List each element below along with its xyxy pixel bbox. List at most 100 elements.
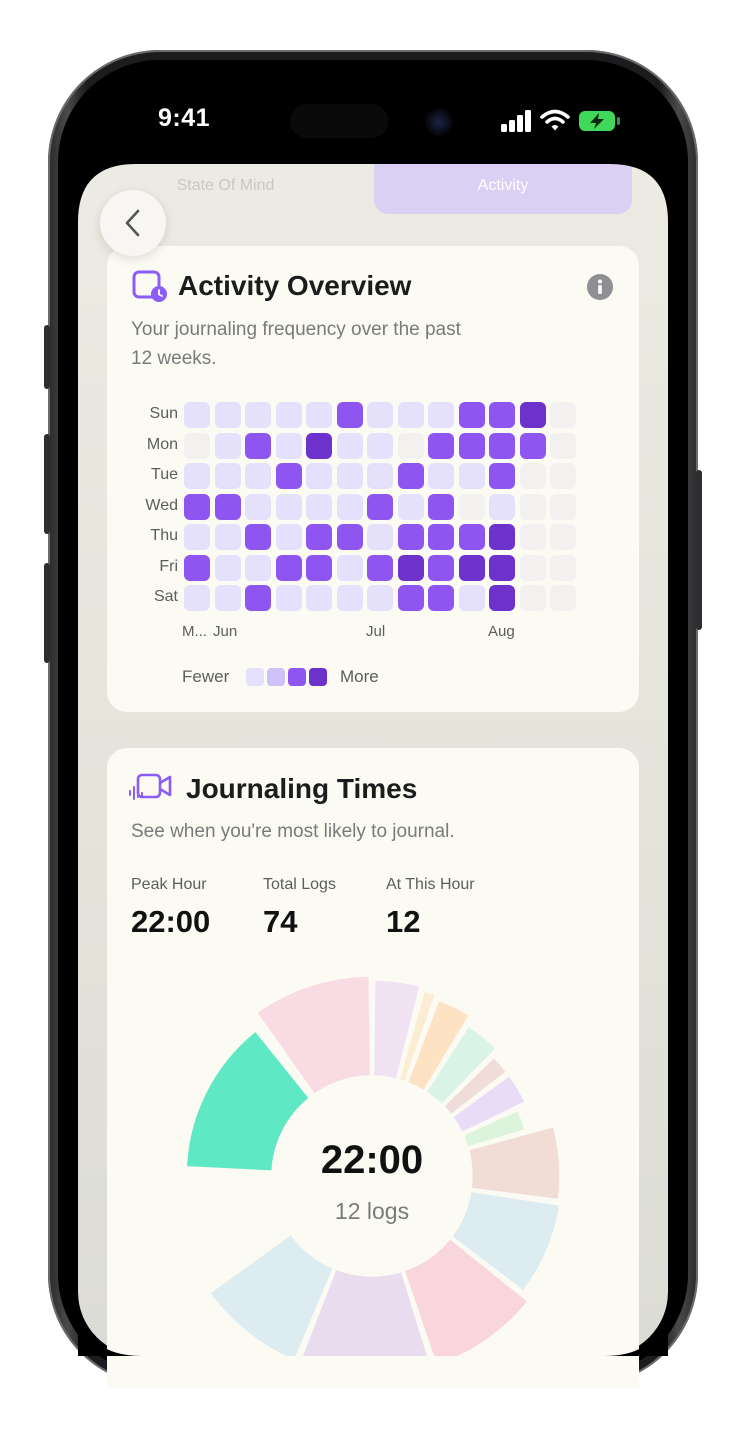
heatmap-cell xyxy=(275,554,302,581)
day-label-tue: Tue xyxy=(151,466,178,483)
heatmap-cell xyxy=(458,463,485,489)
tab-activity[interactable]: Activity xyxy=(374,164,632,214)
heatmap-cell xyxy=(336,493,363,520)
day-label-fri: Fri xyxy=(159,557,178,575)
heatmap-cell xyxy=(184,524,210,550)
tab-state-of-mind[interactable]: State Of Mind xyxy=(176,177,275,194)
heatmap-cell xyxy=(458,585,485,611)
heatmap-cell xyxy=(275,493,302,520)
heatmap-cell xyxy=(367,585,393,611)
heatmap-cell xyxy=(306,554,332,581)
heatmap-cell xyxy=(519,493,546,520)
battery-charging-icon xyxy=(579,111,620,131)
back-button[interactable] xyxy=(100,190,166,256)
heatmap-cell xyxy=(519,585,546,611)
heatmap-cell xyxy=(245,463,271,489)
heatmap-cell xyxy=(214,493,241,520)
month-label-aug: Aug xyxy=(488,623,515,640)
stat-peak-hour-value: 22:00 xyxy=(131,904,211,939)
hourly-radial-chart xyxy=(185,975,561,1356)
heatmap-cell xyxy=(428,554,454,581)
hour-segment[interactable] xyxy=(467,1125,561,1201)
action-button xyxy=(44,325,50,389)
heatmap-cell xyxy=(428,432,454,459)
heatmap-cell xyxy=(306,585,332,611)
activity-overview-subtitle: Your journaling frequency over the past … xyxy=(131,315,461,373)
day-label-sat: Sat xyxy=(153,588,178,605)
heatmap-cell xyxy=(550,524,576,550)
heatmap-cell xyxy=(428,585,454,611)
heatmap-cell xyxy=(245,402,271,428)
heatmap-cell xyxy=(428,402,454,428)
heatmap-cell xyxy=(306,463,332,489)
heatmap-cell xyxy=(184,585,210,611)
heatmap-cell xyxy=(245,432,271,459)
heatmap-cell xyxy=(275,585,302,611)
chevron-left-icon xyxy=(125,209,140,237)
heatmap-cell xyxy=(519,402,546,428)
cellular-signal-icon xyxy=(501,110,531,132)
heatmap-cell xyxy=(367,554,393,581)
heatmap-cell xyxy=(397,402,424,428)
heatmap-cell xyxy=(336,463,363,489)
info-icon[interactable] xyxy=(587,274,613,300)
heatmap-cell xyxy=(245,493,271,520)
heatmap-cell xyxy=(245,585,271,611)
heatmap-cell xyxy=(336,524,363,550)
heatmap-cell xyxy=(458,524,485,550)
heatmap-cell xyxy=(306,493,332,520)
power-button xyxy=(696,470,702,630)
legend-swatch-3 xyxy=(288,668,306,686)
heatmap-cell xyxy=(214,524,241,550)
status-time: 9:41 xyxy=(158,104,211,132)
heatmap-cell xyxy=(458,493,485,520)
heatmap-cell xyxy=(489,524,515,550)
legend-fewer: Fewer xyxy=(182,667,230,686)
heatmap-cell xyxy=(336,554,363,581)
heatmap-cell xyxy=(336,432,363,459)
journaling-times-subtitle: See when you're most likely to journal. xyxy=(131,821,455,842)
day-label-mon: Mon xyxy=(146,435,178,453)
heatmap-cell xyxy=(489,554,515,581)
heatmap-cell xyxy=(489,432,515,459)
heatmap-cell xyxy=(458,402,485,428)
stat-at-this-hour-value: 12 xyxy=(386,904,421,939)
chart-center-hole xyxy=(272,1076,472,1276)
heatmap-cell xyxy=(367,463,393,489)
heatmap-cell xyxy=(397,524,424,550)
day-label-wed: Wed xyxy=(145,496,178,514)
heatmap-cell xyxy=(275,402,302,428)
heatmap-cell xyxy=(184,432,210,459)
heatmap-cell xyxy=(245,554,271,581)
heatmap-cell xyxy=(275,524,302,550)
subtitle-line-2: 12 weeks. xyxy=(131,348,217,369)
calendar-clock-icon xyxy=(132,270,167,302)
volume-up-button xyxy=(44,434,50,534)
heatmap-cell xyxy=(550,402,576,428)
heatmap-cell xyxy=(306,524,332,550)
stat-total-logs-value: 74 xyxy=(263,904,298,939)
heatmap-cell xyxy=(489,493,515,520)
heatmap-cell xyxy=(397,432,424,459)
heatmap-cell xyxy=(397,585,424,611)
heatmap-cell xyxy=(336,585,363,611)
screen-top-corner-mask xyxy=(78,164,668,222)
heatmap-cell xyxy=(397,554,424,581)
heatmap-cell xyxy=(519,463,546,489)
activity-heatmap xyxy=(184,402,608,612)
heatmap-cell xyxy=(428,524,454,550)
activity-overview-title: Activity Overview xyxy=(178,270,412,301)
day-label-thu: Thu xyxy=(150,527,178,544)
heatmap-cell xyxy=(214,402,241,428)
heatmap-cell xyxy=(367,493,393,520)
stat-total-logs-label: Total Logs xyxy=(263,876,336,893)
screen-corner-mask xyxy=(78,1290,668,1356)
legend-more: More xyxy=(340,667,379,686)
heatmap-cell xyxy=(519,524,546,550)
day-label-sun: Sun xyxy=(149,405,178,422)
heatmap-cell xyxy=(458,432,485,459)
heatmap-cell xyxy=(458,554,485,581)
heatmap-cell xyxy=(275,432,302,459)
heatmap-cell xyxy=(275,463,302,489)
stat-at-this-hour-label: At This Hour xyxy=(386,876,475,893)
